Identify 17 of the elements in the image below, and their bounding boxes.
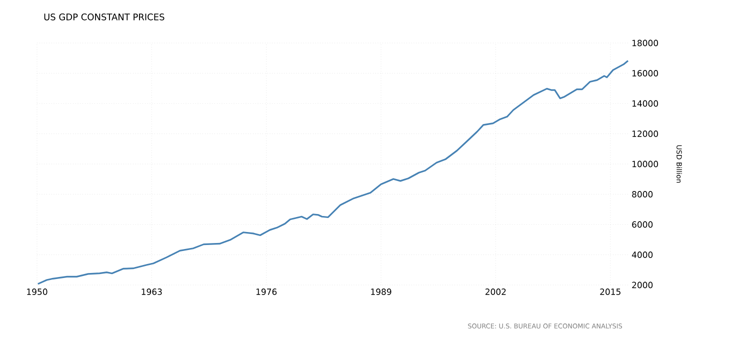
- x-tick-label: 2002: [486, 288, 506, 295]
- x-tick-label: 1963: [142, 288, 162, 295]
- x-tick-label: 1989: [371, 288, 392, 295]
- y-tick-label: 2000: [632, 282, 653, 288]
- y-tick-label: 14000: [632, 100, 658, 107]
- chart-title: US GDP CONSTANT PRICES: [44, 14, 164, 20]
- x-tick-label: 1976: [256, 288, 277, 295]
- y-tick-label: 16000: [632, 70, 658, 76]
- line-series: [37, 60, 629, 285]
- y-tick-label: 4000: [632, 252, 653, 258]
- y-tick-label: 8000: [632, 191, 653, 198]
- x-tick-label: 1950: [27, 288, 48, 295]
- x-tick-label: 2015: [600, 288, 620, 295]
- y-tick-label: 12000: [632, 130, 658, 137]
- y-tick-label: 6000: [632, 221, 653, 228]
- y-tick-label: 10000: [632, 160, 658, 168]
- y-tick-label: 18000: [632, 40, 658, 46]
